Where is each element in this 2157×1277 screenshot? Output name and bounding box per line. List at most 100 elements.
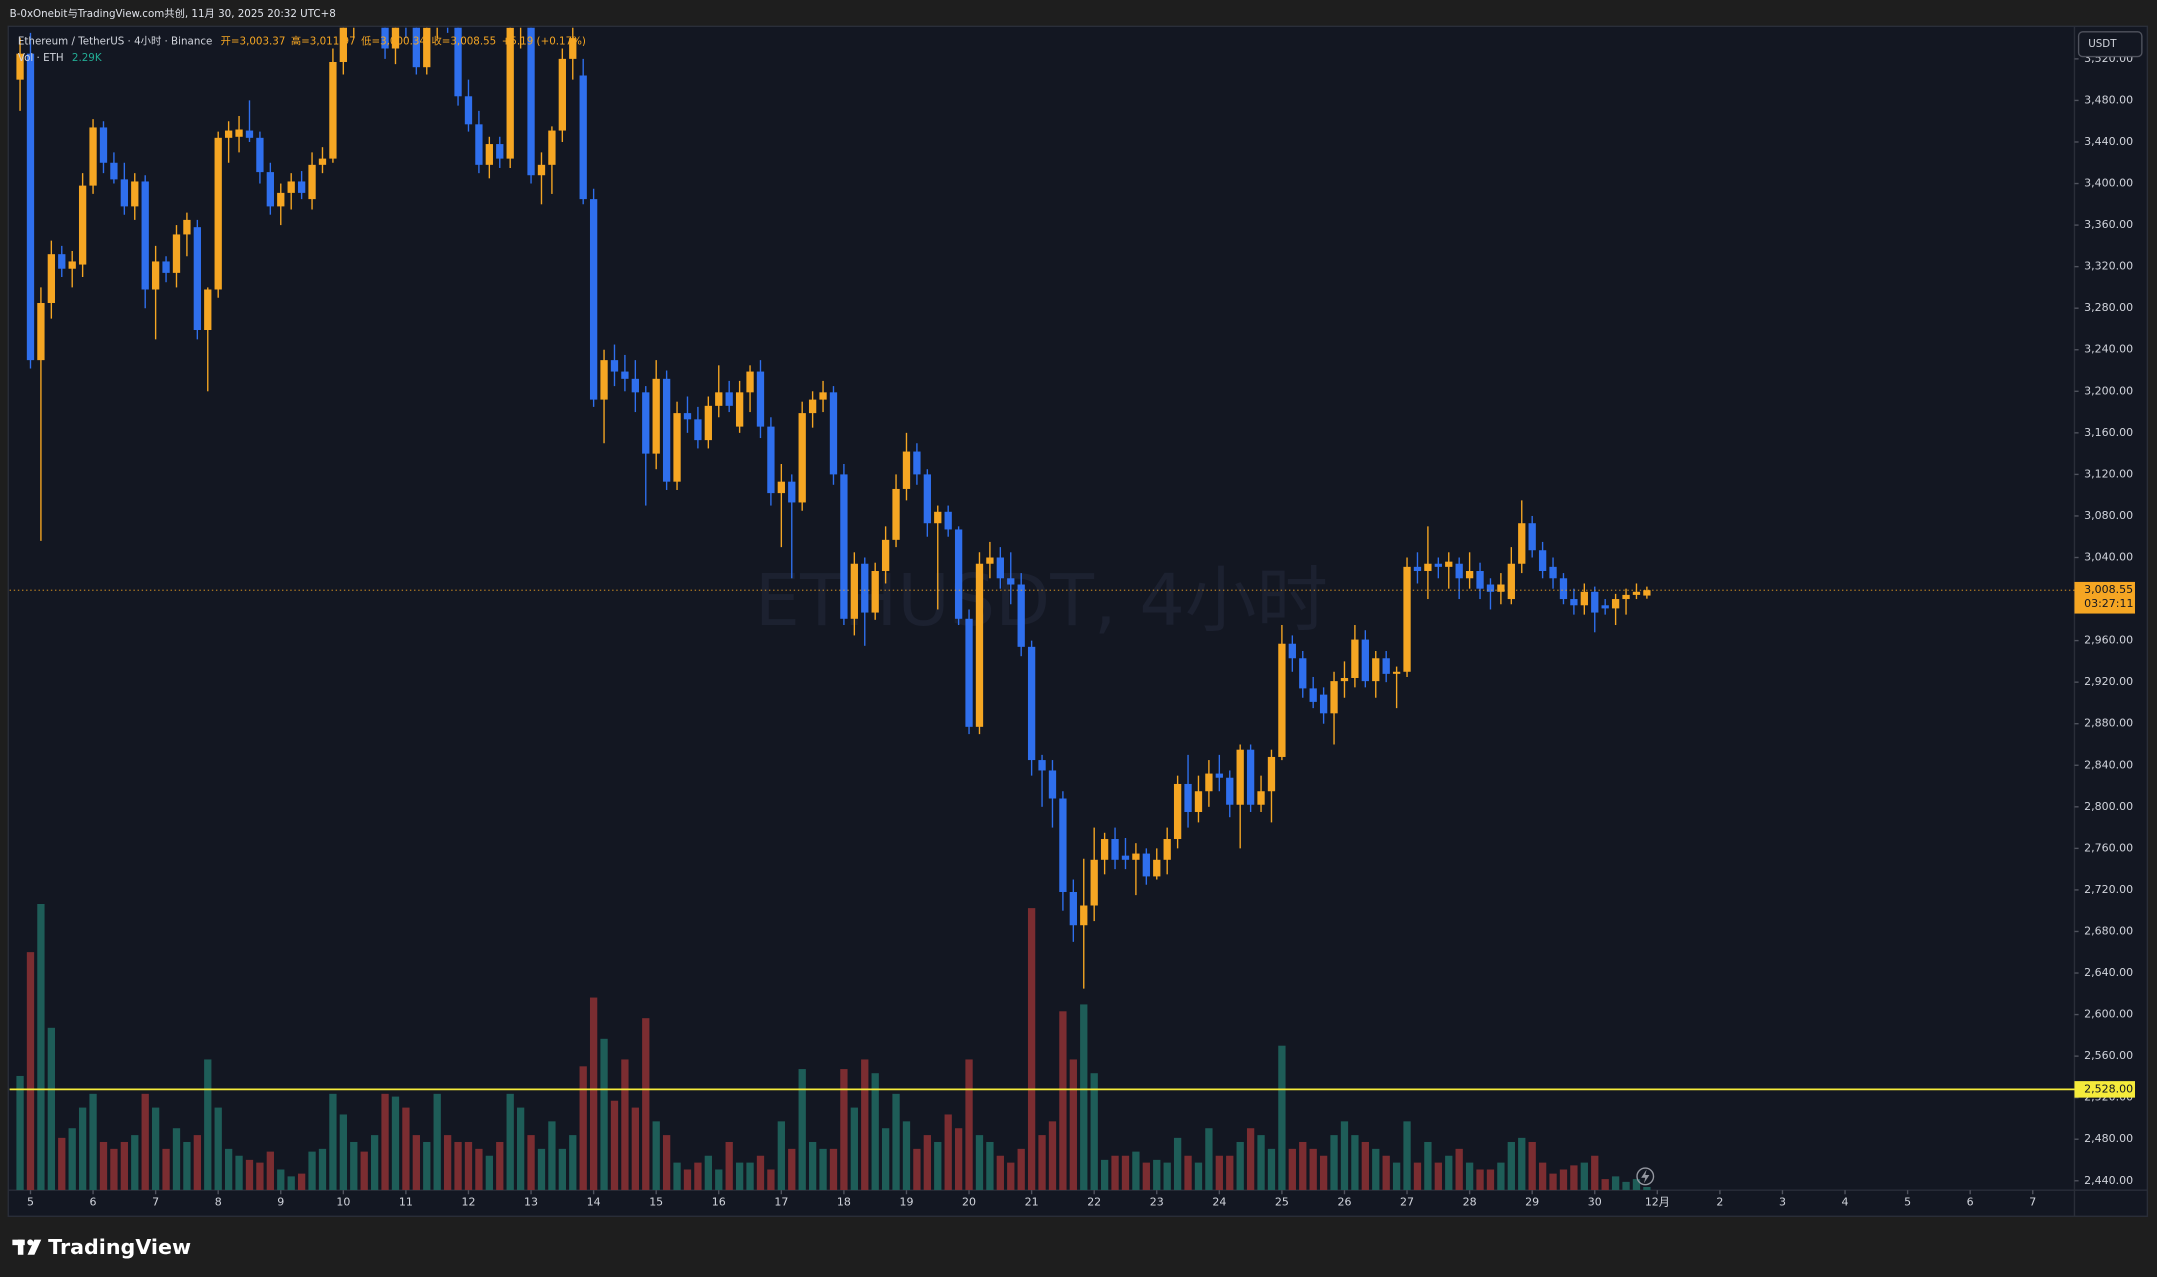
volume-bar xyxy=(172,1128,181,1191)
x-tick-label: 28 xyxy=(1463,1196,1477,1209)
candle-body xyxy=(829,392,838,475)
volume-bar xyxy=(1549,1173,1557,1191)
candle-body xyxy=(1361,639,1369,682)
volume-bar xyxy=(527,1135,535,1191)
volume-bar xyxy=(381,1093,389,1191)
x-tick-label: 20 xyxy=(962,1196,976,1209)
volume-bar xyxy=(1173,1137,1182,1191)
volume-bar xyxy=(360,1151,368,1191)
volume-bar xyxy=(767,1169,775,1191)
x-tick-label: 27 xyxy=(1400,1196,1414,1209)
volume-bar xyxy=(1445,1155,1453,1191)
volume-bar xyxy=(99,1141,108,1191)
volume-bar xyxy=(443,1135,452,1191)
volume-bar xyxy=(245,1159,254,1191)
candle-body xyxy=(694,419,702,441)
volume-bar xyxy=(652,1121,660,1191)
candle-body xyxy=(642,392,650,454)
volume-bar xyxy=(110,1148,118,1191)
currency-box[interactable] xyxy=(2077,31,2143,58)
candle-body xyxy=(475,124,483,165)
y-tick-label: 3,320.00 xyxy=(2084,260,2133,273)
candle-body xyxy=(725,392,733,406)
candle-body xyxy=(819,392,827,400)
candle-body xyxy=(621,371,629,379)
volume-bar xyxy=(829,1148,838,1191)
volume-bar xyxy=(871,1073,879,1191)
candle-body xyxy=(1027,646,1036,761)
candle-body xyxy=(58,254,66,269)
volume-bar xyxy=(131,1135,139,1191)
candle-body xyxy=(1382,658,1390,674)
y-tick-label: 3,280.00 xyxy=(2084,301,2133,314)
volume-bar xyxy=(975,1135,984,1191)
legend-volume: Vol · ETH xyxy=(18,52,64,64)
candle-body xyxy=(1163,839,1171,860)
candle-body xyxy=(1622,594,1630,600)
candle-body xyxy=(1236,749,1244,805)
volume-bar xyxy=(579,1066,587,1191)
x-tick-label: 9 xyxy=(277,1196,284,1209)
candle-body xyxy=(1111,839,1119,860)
candle-body xyxy=(1153,859,1161,877)
candle-body xyxy=(1507,563,1515,600)
volume-bar xyxy=(1591,1155,1599,1191)
candle-body xyxy=(110,162,118,180)
volume-bar xyxy=(162,1148,170,1191)
candle-body xyxy=(1017,584,1025,647)
candle-body xyxy=(1518,523,1526,564)
volume-bar xyxy=(1069,1059,1077,1191)
candle-body xyxy=(1528,523,1536,551)
x-tick-label: 14 xyxy=(587,1196,601,1209)
y-tick-label: 2,840.00 xyxy=(2084,758,2133,771)
legend-ohlc: 低=3,000.34 xyxy=(361,34,426,47)
y-tick-label: 3,200.00 xyxy=(2084,384,2133,397)
x-tick-label: 26 xyxy=(1337,1196,1351,1209)
candle-body xyxy=(1309,688,1317,702)
candle-body xyxy=(652,378,660,454)
x-tick-label: 17 xyxy=(774,1196,788,1209)
y-tick-label: 2,720.00 xyxy=(2084,883,2133,896)
candle-body xyxy=(1142,853,1150,877)
candle-body xyxy=(1226,777,1234,805)
x-tick-label: 11 xyxy=(399,1196,413,1209)
volume-bar xyxy=(954,1128,963,1191)
volume-bar xyxy=(1205,1128,1213,1191)
legend-ohlc: +5.19 (+0.17%) xyxy=(502,35,586,47)
header: B-0xOnebit与TradingView.com共创, 11月 30, 20… xyxy=(10,7,336,20)
candle-body xyxy=(235,129,243,137)
candle-body xyxy=(485,144,493,165)
candle-body xyxy=(1132,853,1140,860)
volume-bar xyxy=(986,1141,994,1191)
volume-bar xyxy=(329,1093,337,1191)
volume-bar xyxy=(1486,1169,1495,1191)
volume-bar xyxy=(235,1155,243,1191)
volume-bar xyxy=(881,1128,890,1191)
candle-body xyxy=(756,371,765,427)
volume-bar xyxy=(1309,1148,1317,1191)
volume-bar xyxy=(1184,1155,1192,1191)
candle-body xyxy=(683,413,692,420)
x-tick-label: 3 xyxy=(1779,1196,1786,1209)
volume-bar xyxy=(683,1169,692,1191)
replay-icon[interactable] xyxy=(1636,1167,1655,1186)
volume-bar xyxy=(819,1148,827,1191)
candle-body xyxy=(923,474,931,524)
volume-bar xyxy=(1382,1155,1390,1191)
volume-bar xyxy=(1580,1162,1588,1191)
candle-body xyxy=(902,451,911,489)
y-tick-label: 3,080.00 xyxy=(2084,509,2133,522)
volume-bar xyxy=(1163,1162,1171,1191)
volume-bar xyxy=(621,1059,629,1191)
candle-body xyxy=(120,179,128,207)
candle-body xyxy=(381,27,389,49)
legend-volume-value: 2.29K xyxy=(72,52,102,64)
volume-bar xyxy=(1111,1155,1119,1191)
volume-bar xyxy=(89,1093,97,1191)
candle-body xyxy=(339,27,347,62)
candle-body xyxy=(850,563,858,619)
tv-logo xyxy=(12,1239,42,1255)
x-tick-label: 6 xyxy=(90,1196,97,1209)
candle-body xyxy=(1215,773,1223,778)
